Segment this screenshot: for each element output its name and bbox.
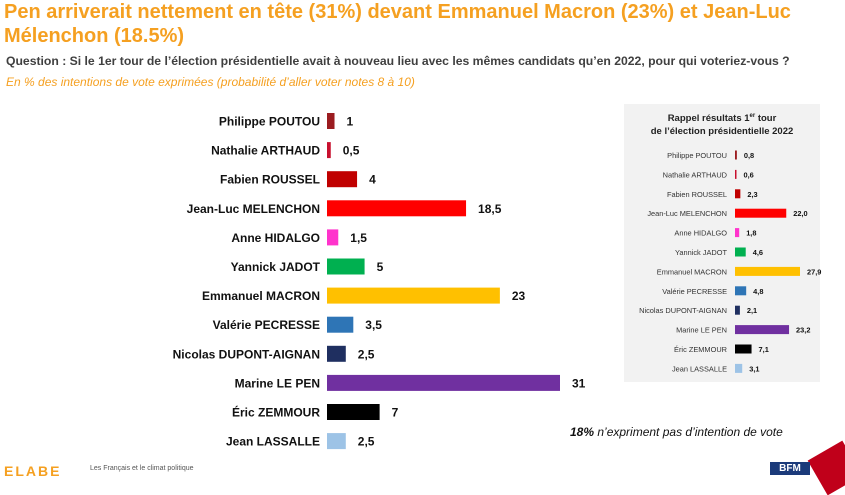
recall-bar-nicolas-dupont-aignan xyxy=(735,305,740,315)
value-jean-lassalle: 2,5 xyxy=(358,435,375,449)
label-fabien-roussel: Fabien ROUSSEL xyxy=(220,173,320,187)
bar-yannick-jadot xyxy=(327,258,365,275)
recall-value-emmanuel-macron: 27,9 xyxy=(807,267,821,276)
recall-label-yannick-jadot: Yannick JADOT xyxy=(675,248,728,257)
question-text: Question : Si le 1er tour de l’élection … xyxy=(6,54,790,68)
bar-jean-lassalle xyxy=(327,433,346,450)
recall-value-anne-hidalgo: 1,8 xyxy=(746,229,756,238)
label-emmanuel-macron: Emmanuel MACRON xyxy=(202,289,320,303)
no-intention-pct: 18% xyxy=(570,425,595,439)
value-nathalie-arthaud: 0,5 xyxy=(343,144,360,158)
recall-bar-jean-lassalle xyxy=(735,363,743,373)
bar-fabien-roussel xyxy=(327,171,358,188)
footer-text: Les Français et le climat politique xyxy=(90,465,194,472)
recall-panel-title: Rappel résultats 1er tour de l’élection … xyxy=(624,110,820,138)
recall-panel-title-line1-end: tour xyxy=(755,113,777,125)
recall-bar-anne-hidalgo xyxy=(735,228,740,238)
label-jean-lassalle: Jean LASSALLE xyxy=(226,435,320,449)
recall-label-fabien-roussel: Fabien ROUSSEL xyxy=(667,190,727,199)
recall-label-emmanuel-macron: Emmanuel MACRON xyxy=(657,267,727,276)
recall-value-jean-luc-melenchon: 22,0 xyxy=(793,209,807,218)
value-nicolas-dupont-aignan: 2,5 xyxy=(358,347,375,361)
bar-emmanuel-macron xyxy=(327,287,500,304)
bar-jean-luc-melenchon xyxy=(327,200,467,217)
value-jean-luc-melenchon: 18,5 xyxy=(478,202,502,216)
recall-panel-title-sup: er xyxy=(749,113,756,119)
value-marine-le-pen: 31 xyxy=(572,376,586,390)
recall-value-eric-zemmour: 7,1 xyxy=(759,345,769,354)
label-philippe-poutou: Philippe POUTOU xyxy=(219,115,320,129)
recall-label-philippe-poutou: Philippe POUTOU xyxy=(667,151,727,160)
recall-value-philippe-poutou: 0,8 xyxy=(744,151,754,160)
recall-panel xyxy=(624,104,820,382)
value-yannick-jadot: 5 xyxy=(377,260,384,274)
bar-nathalie-arthaud xyxy=(327,142,331,159)
recall-bar-marine-le-pen xyxy=(735,325,790,335)
recall-label-eric-zemmour: Éric ZEMMOUR xyxy=(674,345,727,354)
recall-bar-jean-luc-melenchon xyxy=(735,208,787,218)
recall-label-nicolas-dupont-aignan: Nicolas DUPONT-AIGNAN xyxy=(639,306,727,315)
recall-label-marine-le-pen: Marine LE PEN xyxy=(676,326,727,335)
recall-label-nathalie-arthaud: Nathalie ARTHAUD xyxy=(663,170,727,179)
recall-value-fabien-roussel: 2,3 xyxy=(747,190,757,199)
bar-nicolas-dupont-aignan xyxy=(327,345,346,362)
elabe-logo: ELABE xyxy=(4,463,62,479)
recall-panel-title-line1: Rappel résultats 1 xyxy=(667,113,750,125)
page-title: Pen arriverait nettement en tête (31%) d… xyxy=(4,1,791,47)
bar-eric-zemmour xyxy=(327,404,380,420)
chart-subtitle: En % des intentions de vote exprimées (p… xyxy=(6,75,415,89)
recall-value-nicolas-dupont-aignan: 2,1 xyxy=(747,306,757,315)
recall-bar-eric-zemmour xyxy=(735,344,752,354)
value-philippe-poutou: 1 xyxy=(347,115,354,129)
recall-value-nathalie-arthaud: 0,6 xyxy=(744,170,754,179)
label-eric-zemmour: Éric ZEMMOUR xyxy=(232,405,320,420)
bar-marine-le-pen xyxy=(327,374,560,391)
bar-philippe-poutou xyxy=(327,113,335,129)
no-intention-note: 18% n’expriment pas d’intention de vote xyxy=(570,425,783,439)
bar-valerie-pecresse xyxy=(327,316,354,333)
recall-panel-title-line2: de l’élection présidentielle 2022 xyxy=(650,126,794,138)
label-nicolas-dupont-aignan: Nicolas DUPONT-AIGNAN xyxy=(173,347,320,361)
bfm-logo: BFM xyxy=(770,462,810,475)
recall-value-valerie-pecresse: 4,8 xyxy=(753,287,763,296)
value-emmanuel-macron: 23 xyxy=(512,289,526,303)
label-valerie-pecresse: Valérie PECRESSE xyxy=(213,318,320,332)
no-intention-text: n’expriment pas d’intention de vote xyxy=(594,425,783,439)
recall-label-jean-luc-melenchon: Jean-Luc MELENCHON xyxy=(647,209,727,218)
label-marine-le-pen: Marine LE PEN xyxy=(235,376,320,390)
recall-value-yannick-jadot: 4,6 xyxy=(753,248,763,257)
value-fabien-roussel: 4 xyxy=(369,173,376,187)
label-nathalie-arthaud: Nathalie ARTHAUD xyxy=(211,144,320,158)
label-yannick-jadot: Yannick JADOT xyxy=(231,260,321,274)
value-eric-zemmour: 7 xyxy=(392,406,399,420)
recall-label-anne-hidalgo: Anne HIDALGO xyxy=(674,229,727,238)
recall-bar-philippe-poutou xyxy=(735,150,737,160)
recall-value-marine-le-pen: 23,2 xyxy=(796,326,810,335)
value-valerie-pecresse: 3,5 xyxy=(365,318,382,332)
bar-anne-hidalgo xyxy=(327,229,339,246)
recall-bar-fabien-roussel xyxy=(735,189,741,199)
recall-value-jean-lassalle: 3,1 xyxy=(749,364,759,373)
value-anne-hidalgo: 1,5 xyxy=(350,231,367,245)
recall-bar-yannick-jadot xyxy=(735,247,746,257)
label-anne-hidalgo: Anne HIDALGO xyxy=(231,231,320,245)
recall-bar-valerie-pecresse xyxy=(735,286,747,296)
recall-label-valerie-pecresse: Valérie PECRESSE xyxy=(662,287,727,296)
recall-bar-nathalie-arthaud xyxy=(735,169,737,179)
recall-label-jean-lassalle: Jean LASSALLE xyxy=(672,364,727,373)
label-jean-luc-melenchon: Jean-Luc MELENCHON xyxy=(187,202,320,216)
main-bar-chart: Philippe POUTOU 1 Nathalie ARTHAUD 0,5 Fabie… xyxy=(173,113,821,450)
recall-bar-emmanuel-macron xyxy=(735,266,800,276)
